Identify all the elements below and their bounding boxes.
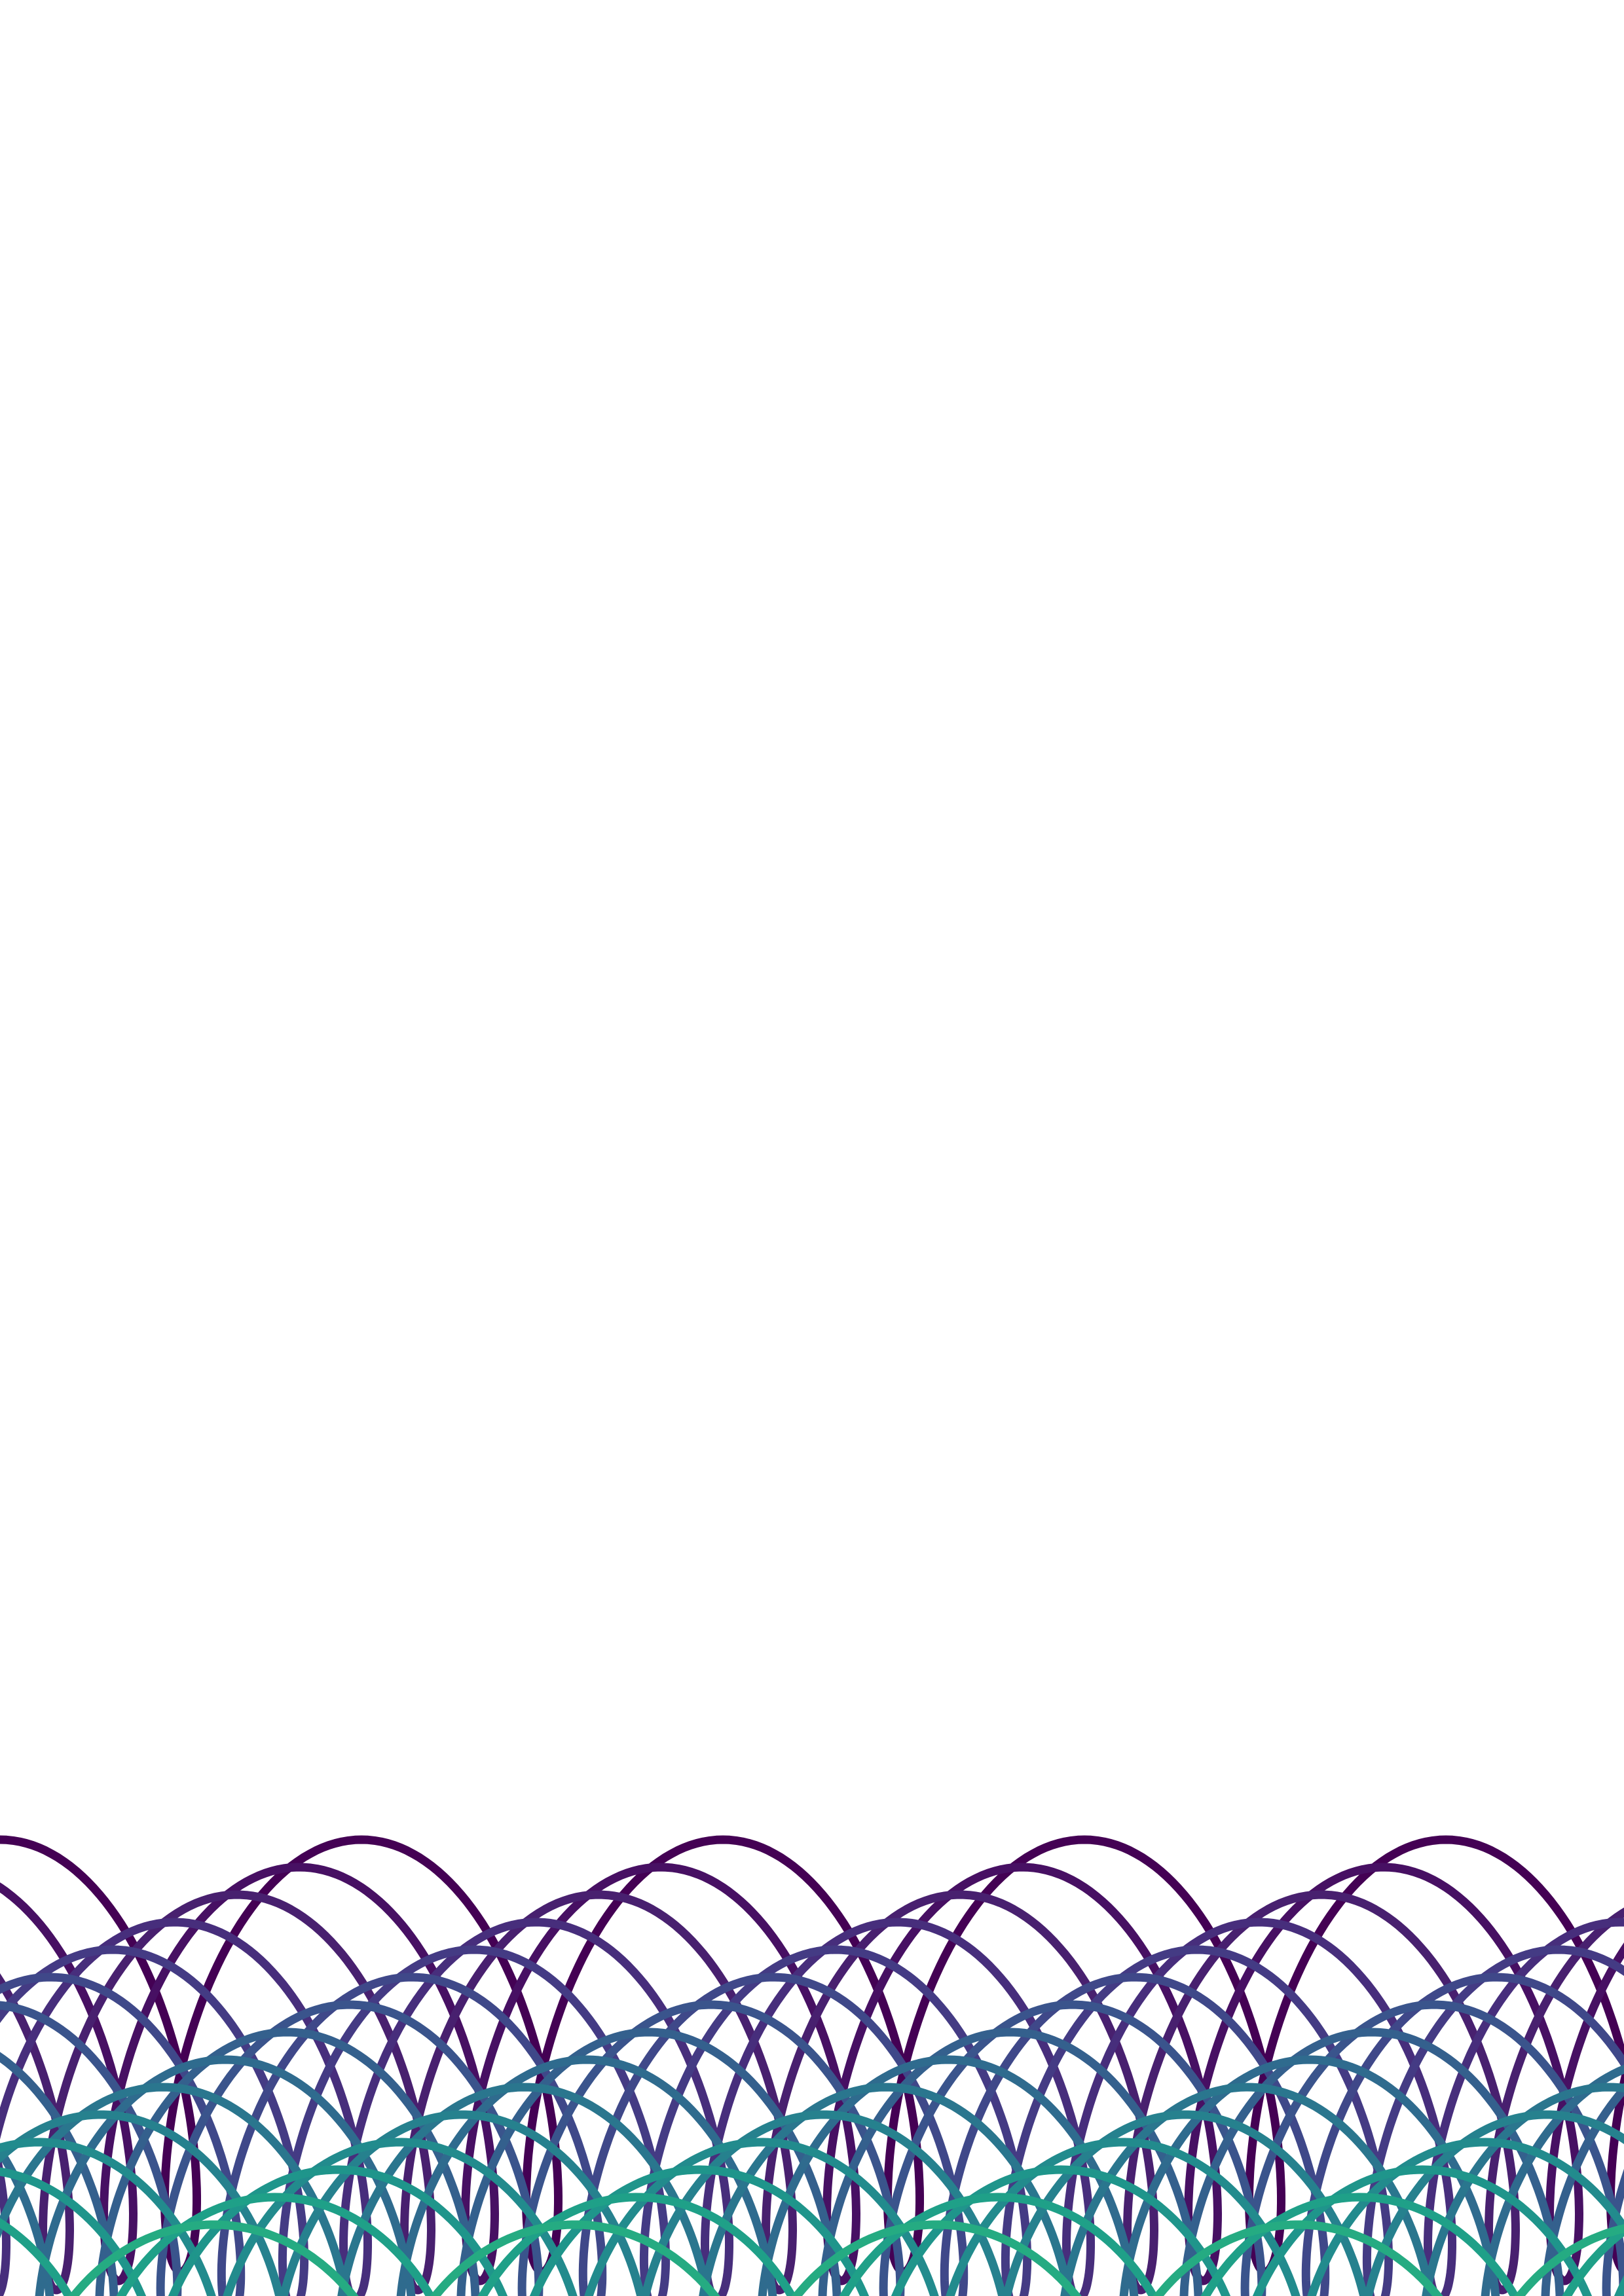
wave-layer-5 (0, 1945, 1624, 2296)
wave-layer-9 (0, 2055, 1624, 2296)
wave-layer-6 (0, 1973, 1624, 2296)
wave-layer-11 (0, 2110, 1624, 2296)
wave-layers (0, 1835, 1624, 2296)
wave-layer-15 (68, 2220, 1624, 2296)
wave-layer-1 (0, 1835, 1624, 2276)
wave-layer-8 (0, 2028, 1624, 2296)
wave-layer-13 (0, 2165, 1624, 2296)
wave-layer-12 (0, 2138, 1624, 2296)
wave-layer-7 (0, 2000, 1624, 2296)
wave-layer-4 (0, 1918, 1624, 2296)
